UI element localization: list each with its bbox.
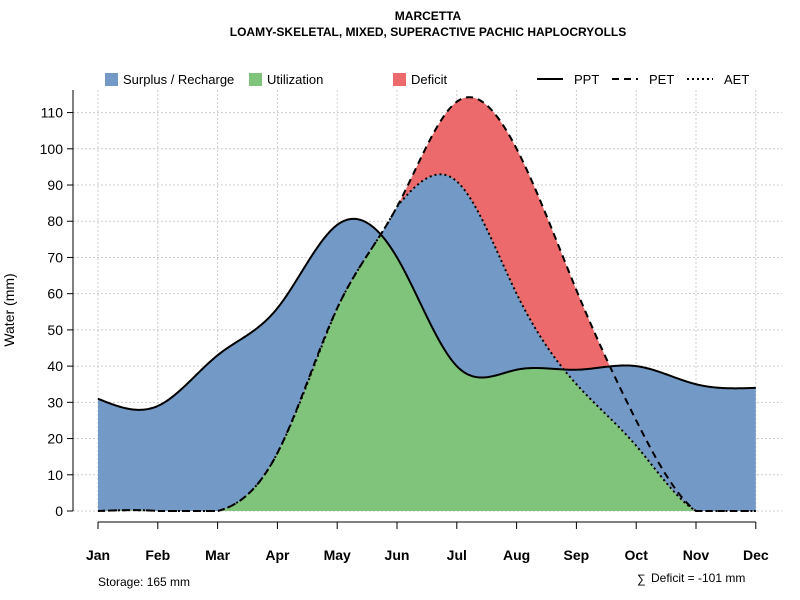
chart-subtitle: LOAMY-SKELETAL, MIXED, SUPERACTIVE PACHI… [230, 25, 626, 39]
legend-label-ppt: PPT [574, 72, 599, 87]
legend-label-deficit: Deficit [411, 72, 448, 87]
axes: 0 10 20 30 40 50 60 70 80 90 100 110 Jan Feb Mar Apr May… [40, 90, 769, 563]
area-fills [98, 97, 756, 511]
y-tick-label: 80 [47, 213, 63, 229]
x-tick-label: Jun [385, 547, 410, 563]
storage-annotation: Storage: 165 mm [98, 575, 190, 589]
legend-label-utilization: Utilization [267, 72, 323, 87]
y-tick-label: 90 [47, 177, 63, 193]
legend-swatch-deficit [393, 73, 406, 86]
x-tick-label: Sep [564, 547, 590, 563]
x-tick-label: May [324, 547, 351, 563]
legend-swatch-surplus [105, 73, 118, 86]
y-tick-label: 40 [47, 358, 63, 374]
y-tick-label: 70 [47, 249, 63, 265]
series-line-pet [97, 96, 756, 512]
series-line-ppt [97, 217, 756, 411]
series-line-aet [97, 173, 756, 512]
legend-label-surplus: Surplus / Recharge [123, 72, 234, 87]
y-tick-label: 20 [47, 431, 63, 447]
y-axis-label: Water (mm) [1, 273, 17, 346]
x-tick-label: Nov [683, 547, 710, 563]
x-tick-label: Jan [86, 547, 110, 563]
deficit-sum-icon: ∑ [637, 572, 646, 586]
y-tick-label: 30 [47, 394, 63, 410]
legend-label-pet: PET [649, 72, 674, 87]
x-tick-label: Mar [205, 547, 230, 563]
x-tick-label: Feb [145, 547, 170, 563]
x-tick-label: Apr [265, 547, 290, 563]
deficit-annotation: Deficit = -101 mm [651, 571, 745, 585]
chart-title: MARCETTA [395, 9, 462, 23]
y-tick-label: 60 [47, 286, 63, 302]
series-lines [97, 96, 756, 512]
x-tick-label: Dec [743, 547, 769, 563]
y-tick-label: 50 [47, 322, 63, 338]
legend-swatch-utilization [249, 73, 262, 86]
area-utilization [98, 174, 756, 511]
y-tick-label: 100 [40, 141, 64, 157]
y-tick-label: 110 [41, 105, 64, 121]
legend-label-aet: AET [724, 72, 749, 87]
x-tick-label: Oct [625, 547, 649, 563]
x-tick-label: Jul [447, 547, 467, 563]
y-tick-label: 0 [55, 503, 63, 519]
area-recharge-overlap [98, 174, 756, 511]
x-tick-label: Aug [503, 547, 530, 563]
legend: Surplus / Recharge Utilization Deficit P… [105, 72, 749, 87]
y-tick-label: 10 [47, 467, 63, 483]
